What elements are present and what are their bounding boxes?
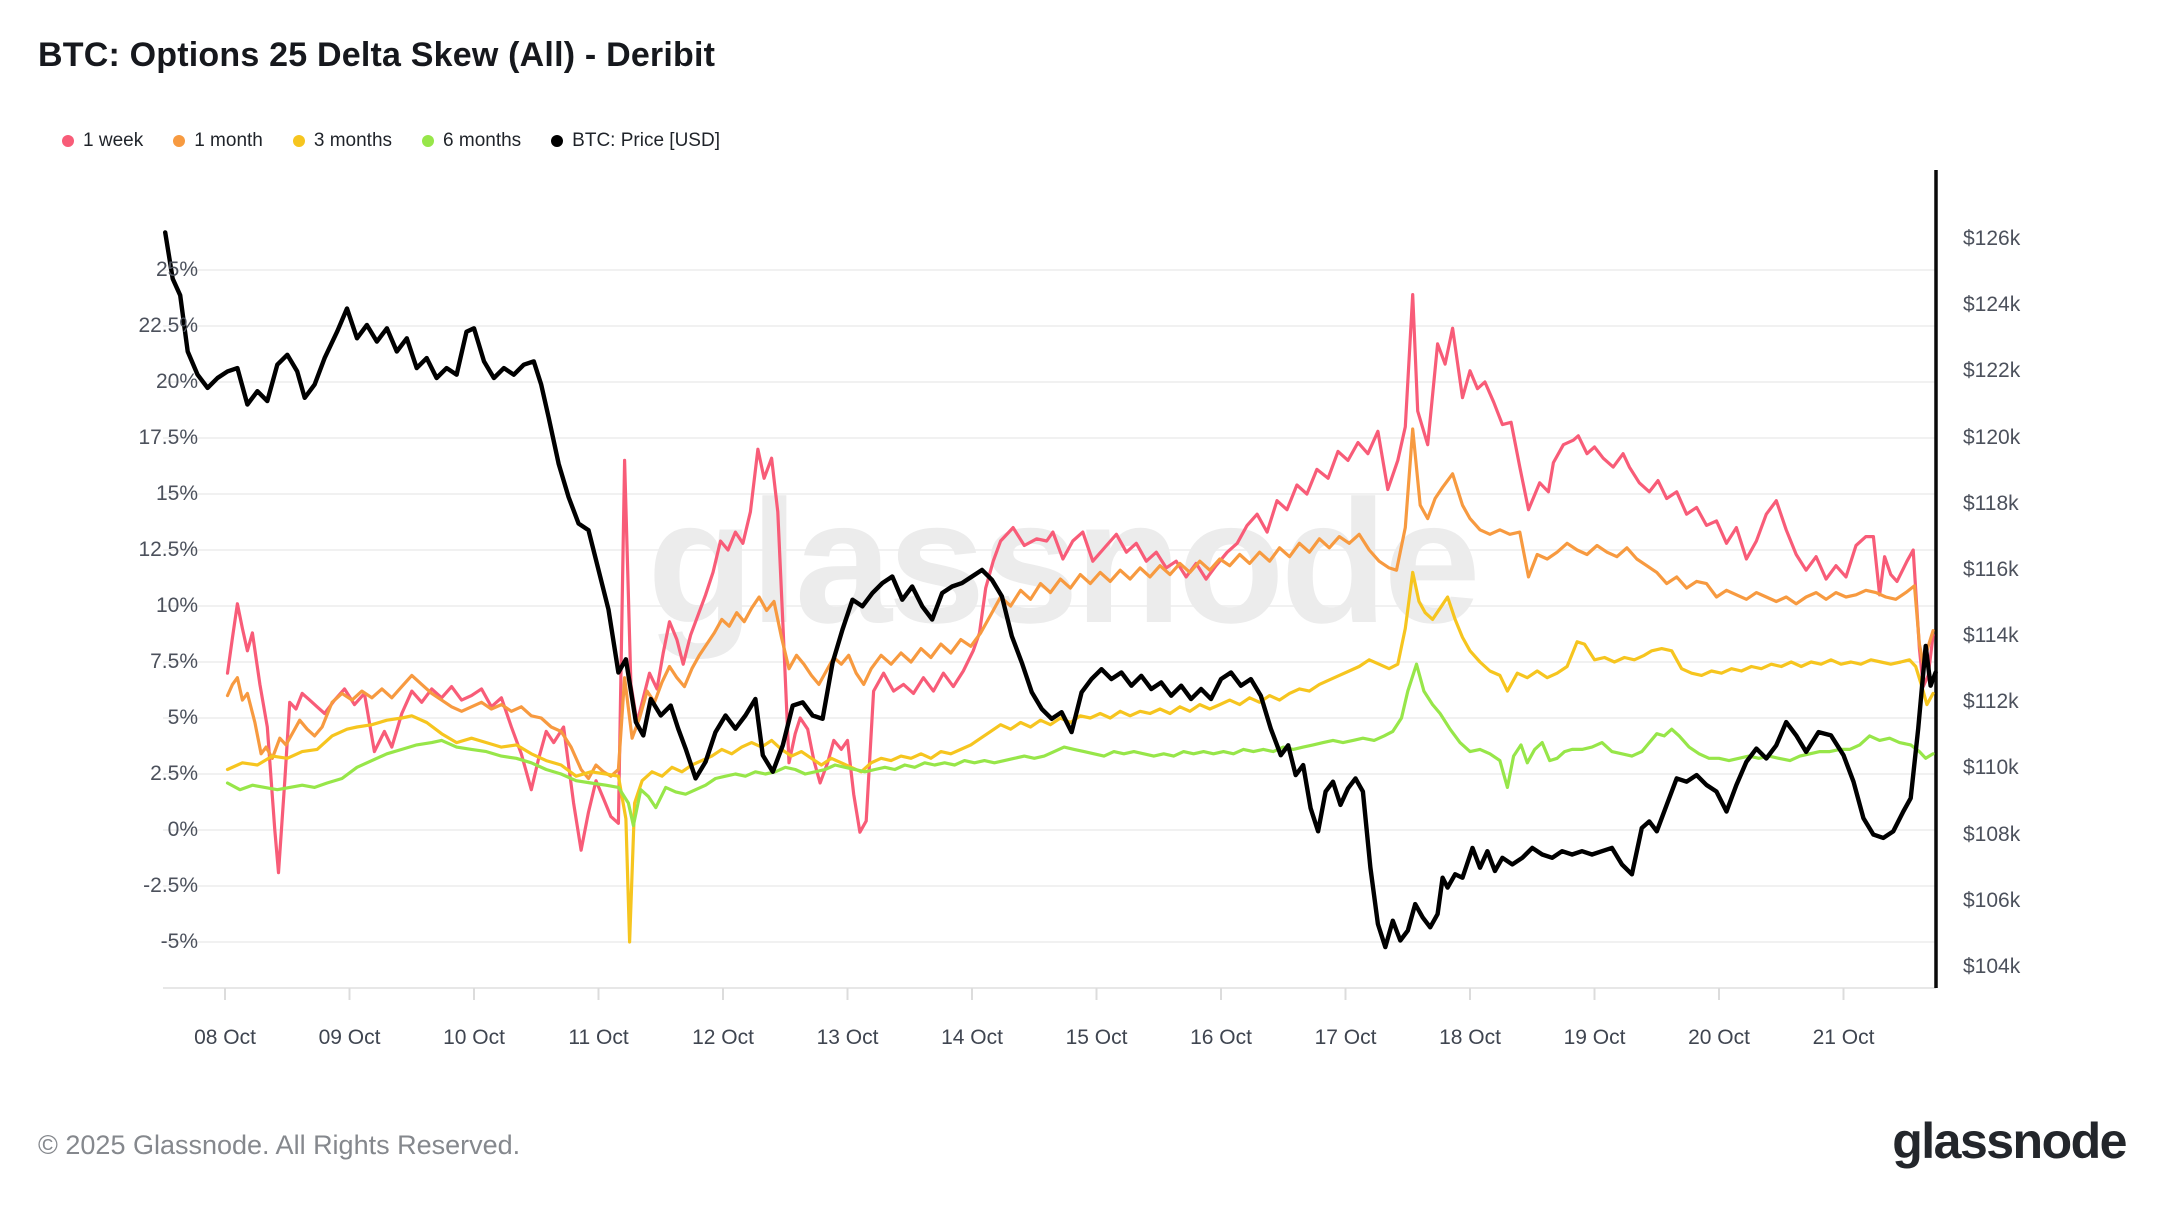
legend-item-1-month[interactable]: 1 month xyxy=(173,130,263,152)
legend-label: BTC: Price [USD] xyxy=(572,130,720,151)
x-axis-tick-label: 16 Oct xyxy=(1190,1026,1252,1049)
glassnode-logo: glassnode xyxy=(1892,1113,2127,1169)
glassnode-watermark: glassnode xyxy=(647,465,1477,660)
x-axis-tick-label: 13 Oct xyxy=(816,1026,879,1049)
right-axis-tick-label: $124k xyxy=(1963,293,2021,317)
page-title: BTC: Options 25 Delta Skew (All) - Derib… xyxy=(38,36,716,74)
right-axis-tick-label: $106k xyxy=(1963,888,2021,912)
series-btc-price-usd- xyxy=(163,230,1938,950)
right-axis-tick-label: $114k xyxy=(1963,624,2019,648)
right-axis-tick-label: $112k xyxy=(1963,690,2019,714)
left-axis-tick-label: 5% xyxy=(167,706,198,729)
chart-legend: 1 week 1 month 3 months 6 months BTC: Price … xyxy=(62,130,720,152)
legend-label: 1 month xyxy=(194,130,263,151)
left-axis-tick-label: 17.5% xyxy=(138,426,198,449)
left-axis-tick-label: 2.5% xyxy=(150,762,198,785)
left-axis-tick-label: 12.5% xyxy=(138,538,198,561)
left-axis-tick-label: 22.5% xyxy=(138,314,198,337)
x-axis-tick-label: 19 Oct xyxy=(1563,1026,1626,1049)
x-axis-tick-label: 14 Oct xyxy=(941,1026,1003,1049)
x-axis-tick-label: 15 Oct xyxy=(1065,1026,1128,1049)
legend-dot-icon xyxy=(292,135,305,147)
legend-label: 6 months xyxy=(443,130,522,151)
x-axis-tick-label: 10 Oct xyxy=(443,1026,505,1049)
left-axis-tick-label: 10% xyxy=(155,594,198,617)
legend-label: 3 months xyxy=(313,130,393,151)
x-axis-tick-label: 21 Oct xyxy=(1812,1026,1875,1049)
right-axis-tick-label: $104k xyxy=(1963,955,2021,978)
legend-item-1-week[interactable]: 1 week xyxy=(62,130,143,152)
right-axis-tick-label: $120k xyxy=(1963,425,2021,449)
legend-label: 1 week xyxy=(83,130,144,151)
left-axis-tick-label: 7.5% xyxy=(150,650,198,673)
right-axis-tick-label: $126k xyxy=(1963,227,2021,250)
series-6-months xyxy=(225,662,1935,828)
x-axis-tick-label: 18 Oct xyxy=(1439,1026,1501,1049)
left-axis-tick-label: -2.5% xyxy=(143,874,198,897)
legend-dot-icon xyxy=(62,135,74,147)
x-axis-tick-label: 20 Oct xyxy=(1688,1026,1750,1049)
legend-dot-icon xyxy=(173,135,186,147)
x-axis-tick-label: 09 Oct xyxy=(318,1026,381,1049)
left-axis-tick-label: -5% xyxy=(160,930,198,953)
x-axis-tick-label: 11 Oct xyxy=(568,1026,629,1049)
right-axis-tick-label: $108k xyxy=(1963,822,2021,846)
copyright-text: © 2025 Glassnode. All Rights Reserved. xyxy=(38,1130,521,1160)
right-axis-tick-label: $116k xyxy=(1963,557,2019,581)
left-axis-tick-label: 0% xyxy=(167,818,198,841)
series-3-months xyxy=(225,570,1935,944)
right-axis-tick-label: $118k xyxy=(1963,491,2019,515)
legend-item-btc-price-usd-[interactable]: BTC: Price [USD] xyxy=(551,130,720,152)
x-axis-tick-label: 17 Oct xyxy=(1314,1026,1377,1049)
left-axis-tick-label: 20% xyxy=(155,370,198,393)
legend-dot-icon xyxy=(422,135,435,147)
right-axis-tick-label: $110k xyxy=(1963,756,2019,780)
legend-dot-icon xyxy=(551,135,564,147)
series-1-week xyxy=(225,293,1935,875)
legend-item-3-months[interactable]: 3 months xyxy=(292,130,393,152)
left-axis-tick-label: 15% xyxy=(155,482,198,505)
legend-item-6-months[interactable]: 6 months xyxy=(422,130,521,152)
series-1-month xyxy=(225,427,1935,781)
left-axis-tick-label: 25% xyxy=(155,258,198,281)
right-axis-tick-label: $122k xyxy=(1963,359,2021,383)
x-axis-tick-label: 12 Oct xyxy=(692,1026,754,1049)
x-axis-tick-label: 08 Oct xyxy=(194,1026,256,1049)
